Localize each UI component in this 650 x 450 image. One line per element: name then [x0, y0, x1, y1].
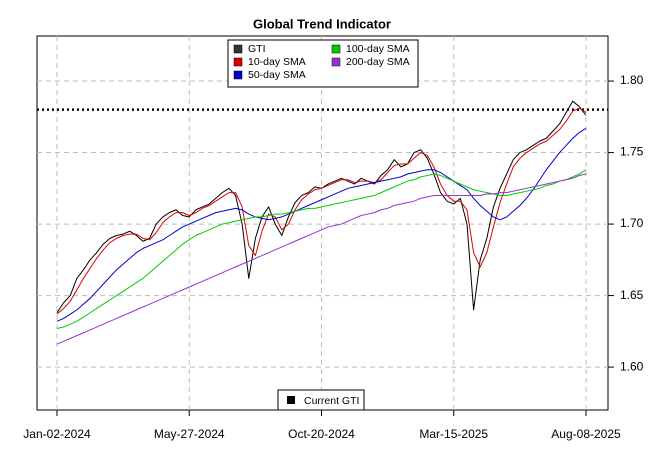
- y-tick-label: 1.80: [620, 73, 644, 87]
- legend-swatch: [331, 57, 341, 67]
- x-tick-label: Mar-15-2025: [419, 427, 488, 441]
- series-line: [56, 127, 587, 322]
- x-tick-label: Aug-08-2025: [551, 427, 621, 441]
- series-line: [56, 107, 587, 315]
- legend-swatch: [233, 70, 243, 80]
- legend-label: 50-day SMA: [248, 69, 306, 81]
- legend-label: 10-day SMA: [248, 56, 306, 68]
- series-line: [56, 169, 587, 329]
- y-tick-label: 1.75: [620, 145, 644, 159]
- legend-label: Current GTI: [304, 395, 359, 407]
- y-tick-label: 1.70: [620, 216, 644, 230]
- x-tick-label: Oct-20-2024: [288, 427, 355, 441]
- legend-swatch: [233, 57, 243, 67]
- x-tick-label: Jan-02-2024: [23, 427, 91, 441]
- series-line: [56, 173, 587, 345]
- y-tick-label: 1.65: [620, 288, 644, 302]
- chart-title: Global Trend Indicator: [253, 16, 391, 31]
- legend-swatch: [287, 396, 295, 404]
- y-tick-label: 1.60: [620, 359, 644, 373]
- legend-label: 200-day SMA: [346, 56, 410, 68]
- reference-legend: Current GTI: [277, 389, 365, 411]
- plot-frame: [36, 35, 609, 411]
- legend-label: 100-day SMA: [346, 43, 410, 55]
- legend-swatch: [233, 44, 243, 54]
- legend-label: GTI: [248, 43, 266, 55]
- legend-box: [277, 389, 365, 411]
- x-tick-label: May-27-2024: [154, 427, 225, 441]
- legend-swatch: [331, 44, 341, 54]
- legend-box: [227, 39, 419, 88]
